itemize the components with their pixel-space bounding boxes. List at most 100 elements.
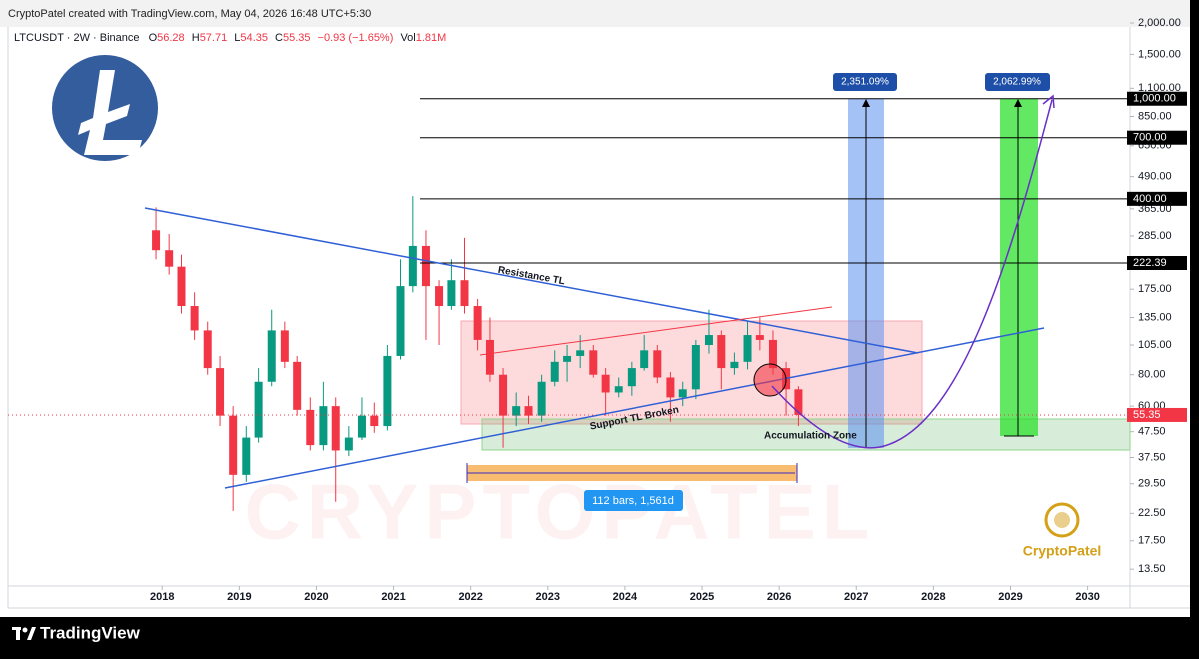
tv-logo-part [16,627,20,640]
candle-body [267,330,276,382]
x-tick-label: 2021 [381,591,405,603]
candle-body [254,381,263,438]
candle-body [614,386,623,393]
candle-body [524,406,533,416]
candle-body [704,335,713,345]
header-bar [0,0,1190,27]
candle-body [242,437,251,475]
x-tick-label: 2019 [227,591,251,603]
y-tick-label: 285.00 [1138,230,1172,242]
candle-body [627,368,636,387]
x-tick-label: 2029 [998,591,1022,603]
range-label: 112 bars, 1,561d [592,495,674,507]
candle-body [165,250,174,267]
candle-body [447,280,456,307]
volume-label: Vol [400,32,415,44]
last-price-box [1127,407,1187,422]
range-label-box [584,490,683,511]
y-tick-label: 175.00 [1138,283,1172,295]
ltc-logo-glyph [78,70,142,155]
low-value: 54.35 [240,32,268,44]
candle-body [666,377,675,398]
y-tick-label: 135.00 [1138,311,1172,323]
open-label: O [149,32,158,44]
support-trendline [224,327,1045,489]
resistance-trendline [144,207,919,354]
arrow-head [862,99,870,107]
candle-body [177,266,186,307]
level-label: 222.39 [1133,257,1167,269]
x-tick-label: 2022 [458,591,482,603]
y-tick-label: 1,500.00 [1138,48,1181,60]
candle-body [576,350,585,356]
cp-logo-core [1054,512,1070,528]
candle-body [730,361,739,369]
x-tick-label: 2027 [844,591,868,603]
candle-body [280,330,289,362]
candle-body [678,389,687,398]
candle-body [512,406,521,416]
y-tick-label: 80.00 [1138,369,1166,381]
candle-body [396,286,405,356]
level-label-box [1127,130,1187,145]
cp-logo-text: CryptoPatel [1023,543,1102,559]
candle-body [653,350,662,378]
y-tick-label: 490.00 [1138,171,1172,183]
legend-line: LTCUSDT · 2W · Binance O56.28 H57.71 L54… [14,32,446,44]
projection-curve [771,99,1053,449]
candle-body [203,330,212,369]
cp-logo [1044,502,1080,538]
footer: TradingView [12,623,141,642]
level-label: 1,000.00 [1133,93,1176,105]
candle-body [190,306,199,331]
candle-body [640,350,649,369]
open-value: 56.28 [157,32,185,44]
candle-body [755,335,764,340]
candle-body [331,406,340,451]
y-tick-label: 2,000.00 [1138,17,1181,29]
candles [152,196,803,511]
candle-body [421,245,430,287]
close-label: C [275,32,283,44]
x-tick-label: 2025 [690,591,714,603]
projection-box-2 [1000,99,1038,436]
x-tick-label: 2023 [536,591,560,603]
y-tick-label: 37.50 [1138,451,1166,463]
candle-body [768,339,777,369]
level-label-box [1127,255,1187,270]
candle-body [306,409,315,446]
y-tick-label: 47.50 [1138,426,1166,438]
candle-body [370,415,379,427]
candle-body [229,415,238,475]
level-label: 700.00 [1133,132,1167,144]
y-tick-label: 22.50 [1138,507,1166,519]
symbol: LTCUSDT · 2W · Binance [14,32,140,44]
x-tick-label: 2028 [921,591,945,603]
x-tick-label: 2024 [613,591,638,603]
volume-value: 1.81M [416,32,447,44]
candle-body [589,350,598,375]
candle-body [537,381,546,416]
curve-arrow-head [1042,94,1055,109]
gain-label-2: 2,062.99% [993,77,1041,88]
close-value: 55.35 [283,32,311,44]
candle-body [383,355,392,427]
gain-label-1: 2,351.09% [841,77,889,88]
candle-body [293,361,302,410]
candle-body [563,355,572,362]
credit: CryptoPatel created with TradingView.com… [8,8,371,20]
last-price-label: 55.35 [1133,409,1161,421]
candle-body [357,415,366,438]
low-label: L [234,32,240,44]
y-tick-label: 105.00 [1138,339,1172,351]
candle-body [691,344,700,390]
candle-body [408,245,417,287]
candle-body [601,374,610,393]
level-label-box [1127,91,1187,106]
tv-logo-part [27,627,36,640]
change: −0.93 (−1.65%) [318,32,394,44]
watermark: CRYPTOPATEL [245,468,876,556]
legend: LTCUSDT · 2W · Binance O56.28 H57.71 L54… [14,32,446,44]
candle-body [794,389,803,415]
